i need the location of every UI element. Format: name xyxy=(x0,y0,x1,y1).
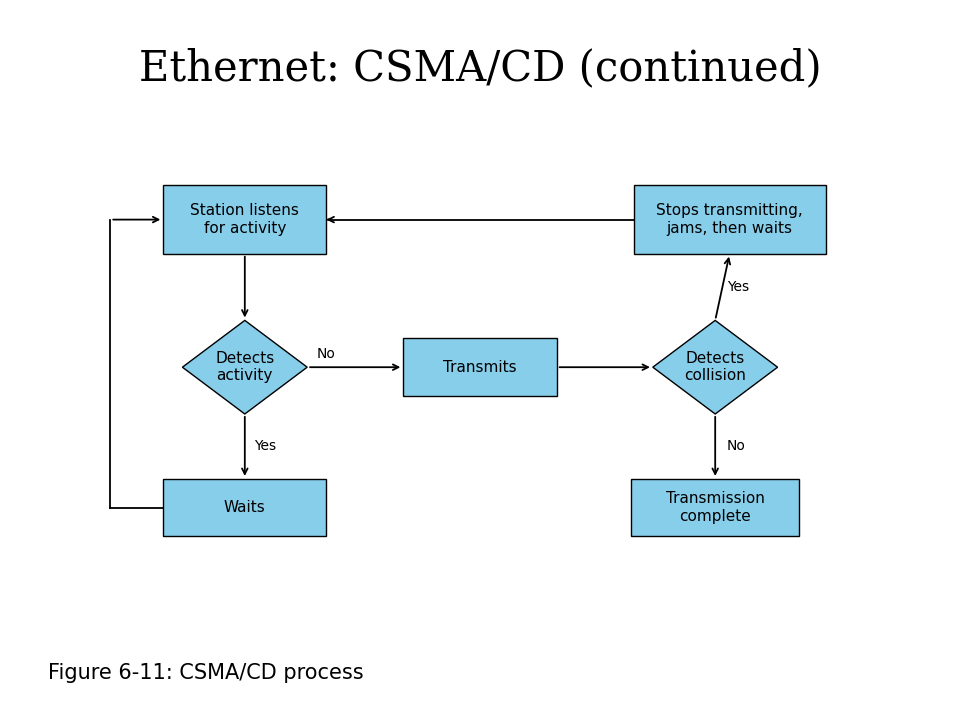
Text: Transmits: Transmits xyxy=(444,360,516,374)
Text: Figure 6-11: CSMA/CD process: Figure 6-11: CSMA/CD process xyxy=(48,663,364,683)
Text: Waits: Waits xyxy=(224,500,266,515)
Text: Yes: Yes xyxy=(254,439,276,454)
FancyBboxPatch shape xyxy=(403,338,557,396)
Polygon shape xyxy=(182,320,307,414)
Text: No: No xyxy=(727,439,746,454)
Text: Ethernet: CSMA/CD (continued): Ethernet: CSMA/CD (continued) xyxy=(138,48,822,89)
Text: Yes: Yes xyxy=(727,280,749,294)
FancyBboxPatch shape xyxy=(163,479,326,536)
Text: Transmission
complete: Transmission complete xyxy=(666,492,764,524)
Text: Detects
activity: Detects activity xyxy=(215,351,275,383)
Text: Stops transmitting,
jams, then waits: Stops transmitting, jams, then waits xyxy=(657,203,803,236)
FancyBboxPatch shape xyxy=(634,186,826,254)
Polygon shape xyxy=(653,320,778,414)
Text: No: No xyxy=(317,347,336,361)
Text: Station listens
for activity: Station listens for activity xyxy=(190,203,300,236)
FancyBboxPatch shape xyxy=(632,479,799,536)
FancyBboxPatch shape xyxy=(163,186,326,254)
Text: Detects
collision: Detects collision xyxy=(684,351,746,383)
